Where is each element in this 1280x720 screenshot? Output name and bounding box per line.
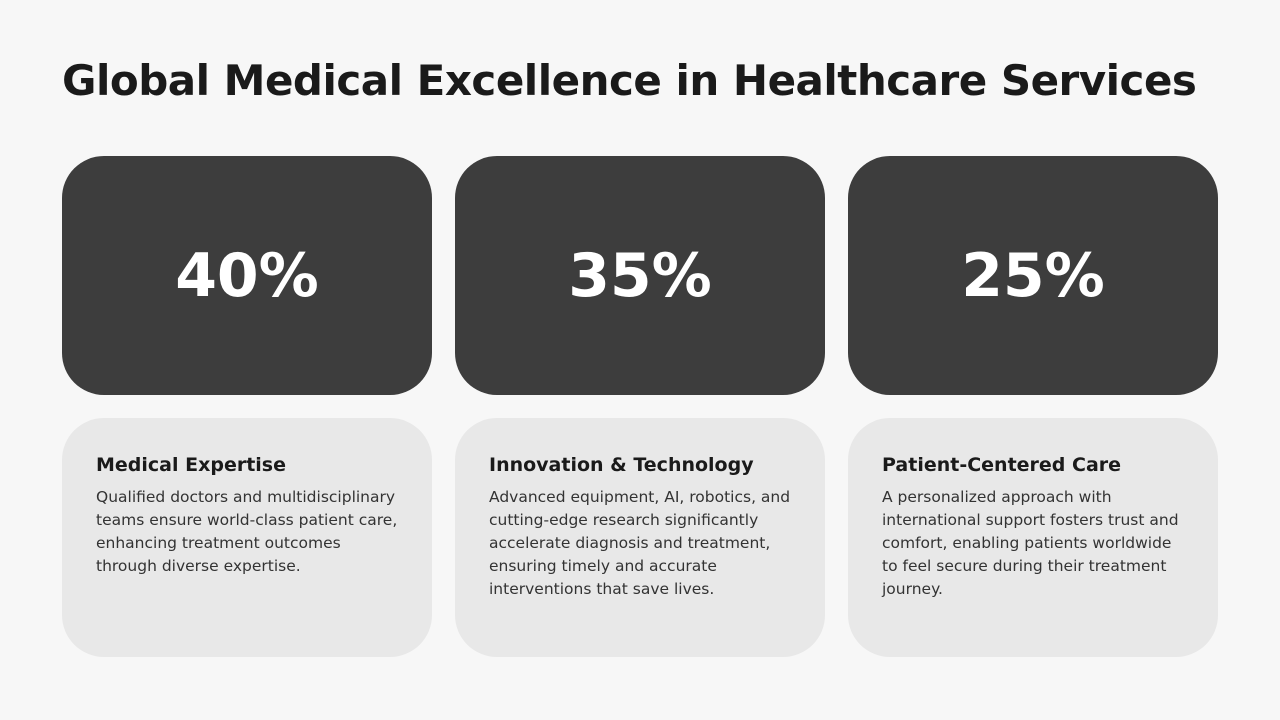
card-heading: Innovation & Technology <box>489 454 754 476</box>
card-heading: Medical Expertise <box>96 454 286 476</box>
stat-card: 35% <box>455 156 825 395</box>
info-card: Patient-Centered Care A personalized appr… <box>848 418 1218 657</box>
card-column: 25% Patient-Centered Care A personalized a… <box>848 156 1218 657</box>
stat-card: 25% <box>848 156 1218 395</box>
stat-value: 35% <box>568 240 712 311</box>
stat-value: 25% <box>961 240 1105 311</box>
card-column: 40% Medical Expertise Qualified doctors an… <box>62 156 432 657</box>
stat-value: 40% <box>175 240 319 311</box>
card-column: 35% Innovation & Technology Advanced equip… <box>455 156 825 657</box>
info-card: Medical Expertise Qualified doctors and m… <box>62 418 432 657</box>
card-text: Qualified doctors and multidisciplinary … <box>96 488 398 575</box>
stat-card: 40% <box>62 156 432 395</box>
info-card: Innovation & Technology Advanced equipmen… <box>455 418 825 657</box>
card-text: A personalized approach with internation… <box>882 488 1179 598</box>
slide-title: Global Medical Excellence in Healthcare … <box>62 56 1197 105</box>
card-text: Advanced equipment, AI, robotics, and cu… <box>489 488 791 598</box>
card-heading: Patient-Centered Care <box>882 454 1122 476</box>
